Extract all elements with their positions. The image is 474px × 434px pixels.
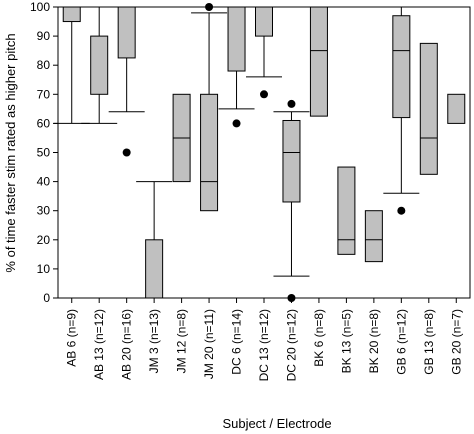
iqr-box [337, 166, 356, 255]
box-11 [364, 210, 383, 263]
y-tick-label: 50 [37, 146, 51, 160]
y-tick-label: 70 [37, 87, 51, 101]
x-tick-label: GB 6 (n=12) [394, 309, 408, 375]
x-tick-label: GB 13 (n=8) [422, 309, 436, 375]
outlier-point [260, 90, 268, 99]
iqr-box [145, 239, 164, 299]
outlier-point [397, 206, 406, 215]
iqr-box [255, 6, 273, 37]
x-tick-label: AB 20 (n=16) [120, 309, 134, 380]
iqr-box [200, 93, 219, 212]
box-7 [246, 6, 282, 99]
iqr-box [117, 6, 136, 59]
x-tick-label: DC 13 (n=12) [257, 309, 271, 381]
iqr-box [447, 93, 466, 124]
box-10 [337, 166, 356, 255]
iqr-box [90, 35, 109, 95]
y-tick-label: 20 [37, 233, 51, 247]
x-tick-label: BK 20 (n=8) [367, 309, 381, 373]
x-axis: AB 6 (n=9) AB 13 (n=12) AB 20 (n=16) JM 3 (… [65, 298, 463, 381]
box-0 [53, 6, 90, 124]
box-8 [273, 99, 310, 302]
x-tick-label: BK 13 (n=5) [339, 309, 353, 373]
x-tick-label: AB 6 (n=9) [65, 309, 79, 367]
y-tick-label: 40 [37, 175, 51, 189]
x-tick-label: JM 3 (n=13) [147, 309, 161, 373]
outlier-point [205, 3, 214, 11]
outlier-point [232, 119, 241, 128]
box-4 [172, 93, 191, 183]
iqr-box [419, 42, 438, 175]
box-12 [383, 7, 420, 215]
box-3 [136, 181, 173, 299]
y-axis-title: % of time faster stim rated as higher pi… [3, 33, 18, 272]
iqr-box [309, 6, 328, 117]
y-tick-label: 100 [30, 0, 50, 14]
iqr-box [227, 6, 246, 72]
box-14 [447, 93, 466, 124]
x-tick-label: BK 6 (n=8) [312, 309, 326, 367]
box-6 [218, 6, 255, 128]
box-2 [108, 6, 145, 157]
y-tick-label: 10 [37, 262, 51, 276]
y-tick-label: 60 [37, 116, 51, 130]
x-tick-label: GB 20 (n=7) [449, 309, 463, 375]
x-tick-label: DC 6 (n=14) [230, 309, 244, 375]
x-tick-label: AB 13 (n=12) [92, 309, 106, 380]
box-1 [81, 7, 118, 124]
x-axis-title: Subject / Electrode [222, 416, 331, 431]
x-tick-label: JM 20 (n=11) [202, 309, 216, 379]
box-13 [419, 42, 438, 175]
y-tick-label: 0 [43, 291, 50, 305]
iqr-box [392, 15, 411, 119]
x-tick-label: DC 20 (n=12) [284, 309, 298, 381]
x-tick-label: JM 12 (n=8) [175, 309, 189, 373]
outlier-point [122, 148, 131, 157]
box-9 [309, 6, 328, 117]
y-tick-label: 90 [37, 29, 51, 43]
box-5 [191, 3, 228, 212]
iqr-box [282, 119, 301, 203]
iqr-box [62, 6, 81, 23]
plot-area [53, 3, 471, 302]
iqr-box [364, 210, 383, 263]
y-axis: 0 10 20 30 40 50 60 70 80 90 100 [30, 0, 58, 305]
y-tick-label: 30 [37, 204, 51, 218]
outlier-point [287, 99, 296, 108]
y-tick-label: 80 [37, 58, 51, 72]
